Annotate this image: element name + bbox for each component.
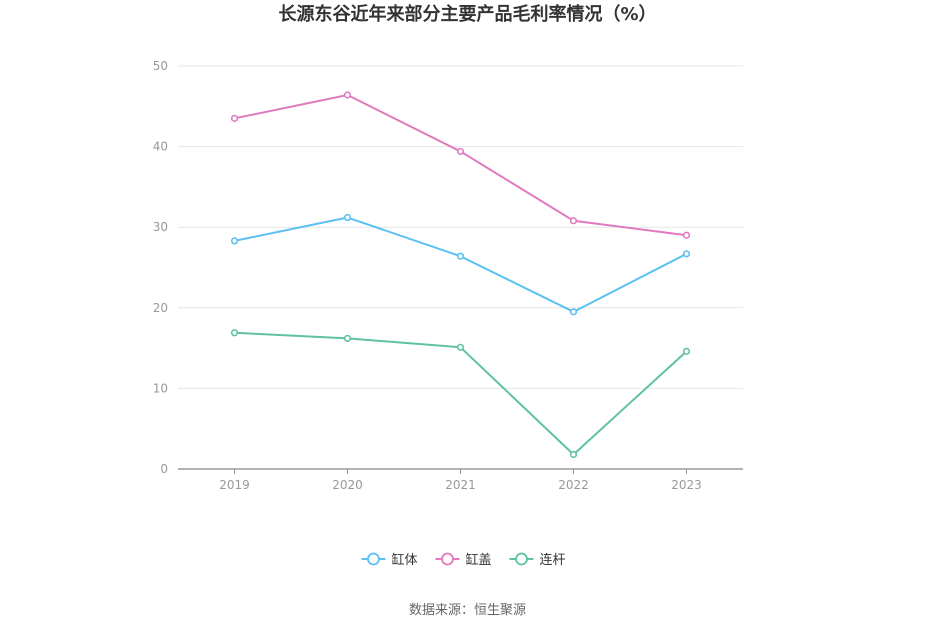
data-point[interactable] — [230, 329, 239, 337]
y-tick-label: 30 — [153, 220, 168, 234]
x-tick-label: 2019 — [219, 478, 250, 492]
data-point[interactable] — [682, 347, 691, 355]
data-point[interactable] — [230, 237, 239, 245]
x-axis-tick-labels: 2019 2020 2021 2022 2023 — [219, 478, 702, 492]
data-point[interactable] — [456, 252, 465, 260]
series-line — [234, 331, 688, 456]
legend[interactable]: 缸体 缸盖 连杆 — [361, 552, 566, 568]
data-point[interactable] — [569, 450, 578, 459]
series-2 — [230, 91, 691, 239]
x-tick-label: 2023 — [671, 478, 702, 492]
chart-title: 长源东谷近年来部分主要产品毛利率情况（%） — [278, 4, 657, 25]
series-1 — [230, 213, 691, 316]
x-axis — [178, 468, 743, 474]
data-point[interactable] — [569, 308, 578, 316]
data-point[interactable] — [230, 114, 239, 122]
source-note: 数据来源：恒生聚源 — [408, 603, 526, 618]
grid-lines — [178, 65, 743, 389]
y-tick-label: 0 — [160, 462, 168, 476]
x-tick-label: 2020 — [332, 478, 363, 492]
data-point[interactable] — [456, 343, 465, 351]
y-tick-label: 40 — [153, 140, 168, 154]
series-line — [234, 94, 687, 237]
legend-label: 缸体 — [392, 552, 418, 568]
legend-marker-icon — [515, 552, 528, 566]
y-axis-tick-labels: 0 10 20 30 40 50 — [153, 59, 168, 476]
data-point[interactable] — [682, 231, 691, 239]
data-point[interactable] — [343, 91, 352, 99]
legend-item[interactable]: 缸体 — [361, 552, 418, 568]
legend-marker-icon — [441, 552, 454, 566]
data-point[interactable] — [682, 250, 691, 258]
x-tick-label: 2022 — [558, 478, 589, 492]
legend-label: 缸盖 — [466, 552, 492, 568]
series-line — [234, 216, 687, 313]
data-point[interactable] — [456, 147, 465, 156]
data-point[interactable] — [569, 217, 578, 225]
legend-item[interactable]: 连杆 — [509, 552, 566, 568]
series-lines — [230, 91, 691, 459]
legend-marker-icon — [367, 552, 380, 566]
y-tick-label: 20 — [153, 301, 168, 315]
data-point[interactable] — [343, 213, 352, 222]
x-tick-label: 2021 — [445, 478, 476, 492]
y-tick-label: 10 — [153, 381, 168, 395]
legend-item[interactable]: 缸盖 — [435, 552, 492, 568]
y-tick-label: 50 — [153, 59, 168, 73]
legend-label: 连杆 — [540, 552, 566, 568]
data-point[interactable] — [343, 334, 352, 343]
series-3 — [230, 329, 691, 459]
